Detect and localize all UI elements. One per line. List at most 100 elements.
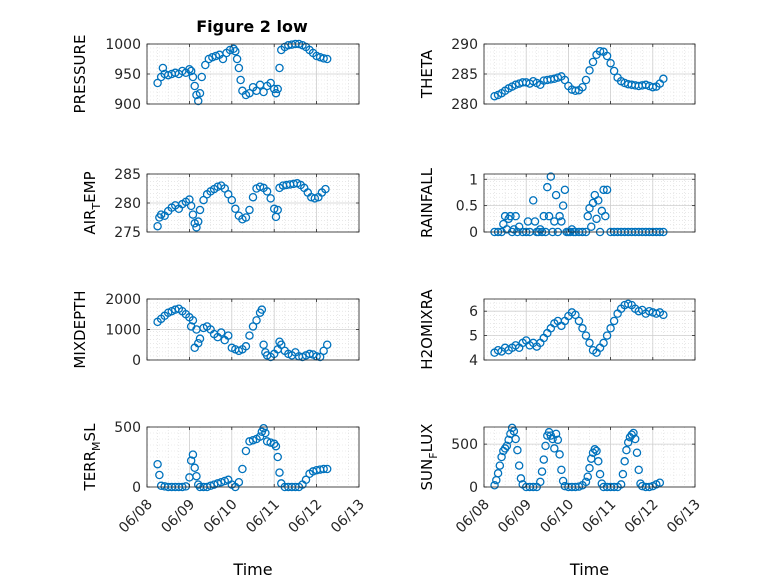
data-point: [252, 316, 261, 325]
data-point: [630, 434, 640, 444]
y-axis-label: RAINFALL: [418, 167, 436, 238]
data-point: [602, 331, 612, 340]
data-point: [595, 469, 605, 479]
data-point: [197, 72, 207, 82]
data-point: [193, 96, 203, 106]
data-point: [595, 46, 605, 56]
data-point: [273, 84, 282, 94]
data-point: [594, 196, 603, 205]
data-point: [629, 428, 638, 438]
data-point: [581, 331, 591, 340]
data-point: [255, 182, 265, 192]
data-point: [546, 172, 556, 181]
data-point: [261, 428, 270, 438]
data-point: [490, 91, 499, 101]
data-point: [550, 444, 559, 453]
data-point: [602, 51, 612, 61]
data-point: [236, 75, 245, 85]
y-tick-label: 2000: [105, 292, 141, 308]
data-point: [620, 457, 629, 466]
data-point: [622, 445, 631, 455]
y-tick-label: 6: [469, 304, 478, 320]
data-point: [590, 445, 600, 454]
axes-box: [483, 173, 696, 233]
data-point: [193, 338, 203, 348]
data-point: [216, 328, 226, 337]
y-tick-label: 280: [451, 97, 478, 113]
data-point: [193, 217, 203, 226]
data-point: [192, 471, 201, 481]
subplot-h2omixra: 4 5 6 H2OMIXRA: [418, 289, 696, 370]
axes-box: [483, 426, 696, 488]
data-point: [592, 446, 601, 456]
data-point: [585, 66, 594, 75]
data-point: [511, 434, 520, 444]
data-point: [585, 338, 594, 348]
data-point: [186, 456, 196, 465]
data-point: [153, 78, 162, 88]
data-point: [585, 463, 594, 473]
data-point: [659, 310, 668, 320]
data-point: [502, 441, 512, 451]
data-point: [259, 87, 268, 97]
data-point: [587, 222, 596, 231]
y-tick-label: 500: [451, 437, 478, 453]
data-point: [618, 469, 628, 479]
data-point: [315, 352, 325, 362]
data-point: [551, 190, 561, 200]
y-tick-label: 5: [469, 329, 478, 345]
data-point: [583, 211, 592, 221]
y-axis-label: PRESSURE: [71, 35, 89, 114]
data-point: [193, 480, 203, 489]
data-point: [539, 211, 549, 221]
y-tick-label: 0: [132, 480, 141, 496]
data-point: [188, 450, 198, 459]
y-axis-label-subscript: F: [427, 452, 440, 458]
data-point: [553, 435, 563, 445]
data-series: [153, 304, 332, 362]
y-tick-label: 1: [469, 172, 478, 188]
data-point: [271, 441, 281, 451]
y-axis-label: H2OMIXRA: [418, 289, 436, 370]
data-point: [497, 452, 506, 462]
data-point: [192, 223, 201, 232]
x-axis-label: Time: [232, 560, 272, 579]
data-point: [195, 334, 205, 343]
subplot-mixdepth: 0 1000 2000 MIXDEPTH: [71, 290, 360, 369]
data-point: [241, 342, 251, 351]
data-point: [606, 324, 615, 333]
data-point: [571, 310, 580, 320]
y-axis-label-main: AIR: [81, 210, 99, 235]
y-axis-label-main: H2OMIXRA: [418, 289, 436, 370]
data-point: [248, 192, 258, 202]
y-tick-label: 285: [114, 167, 141, 183]
data-point: [262, 187, 272, 196]
data-point: [495, 461, 505, 470]
axes-box: [483, 298, 696, 361]
y-tick-label: 1000: [105, 323, 141, 339]
data-point: [259, 423, 268, 433]
data-point: [186, 66, 196, 76]
data-point: [557, 217, 566, 226]
data-point: [238, 464, 247, 474]
y-tick-label: 950: [114, 67, 141, 83]
data-point: [602, 185, 612, 195]
y-axis-label-tail: SL: [81, 423, 99, 442]
data-point: [632, 448, 642, 457]
data-point: [514, 461, 524, 470]
data-point: [232, 54, 242, 64]
data-point: [648, 82, 658, 92]
data-point: [574, 316, 584, 326]
data-point: [537, 467, 547, 476]
y-tick-label: 4: [469, 353, 478, 369]
data-point: [257, 305, 267, 314]
data-point: [558, 476, 568, 486]
data-point: [155, 470, 164, 480]
data-point: [557, 465, 566, 475]
data-point: [190, 463, 199, 473]
data-point: [659, 74, 668, 84]
y-tick-label: 500: [114, 420, 141, 436]
y-tick-label: 0: [469, 225, 478, 241]
data-point: [218, 54, 228, 64]
